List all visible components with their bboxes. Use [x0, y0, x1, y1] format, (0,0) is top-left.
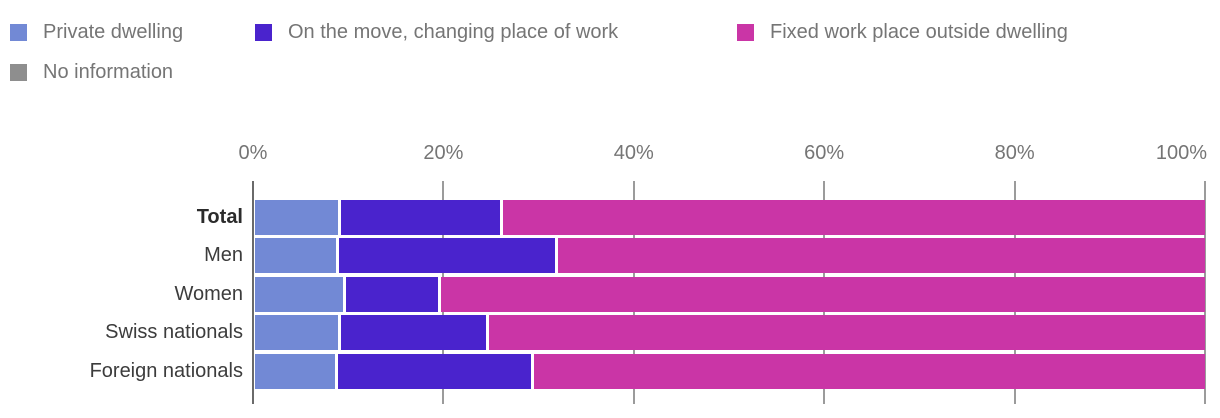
bar-segment-fixed-work-place-outside-dwelling — [441, 276, 1205, 312]
legend-swatch-on-the-move-icon — [255, 23, 272, 41]
legend-item-no-information: No information — [10, 59, 173, 85]
category-label-women: Women — [174, 282, 243, 305]
legend-label-fixed-work-place: Fixed work place outside dwelling — [770, 21, 1068, 43]
bar-row-men — [255, 238, 1205, 274]
bar-segment-on-the-move-changing-place-of-work — [341, 315, 489, 351]
bar-row-swiss-nationals — [255, 315, 1205, 351]
x-tick-label-0: 0% — [238, 142, 268, 164]
bar-segment-private-dwelling — [255, 200, 342, 235]
legend-label-no-information: No information — [43, 61, 174, 83]
legend-swatch-fixed-work-place-icon — [737, 23, 754, 41]
gridline — [1204, 181, 1206, 404]
category-label-swiss-nationals: Swiss nationals — [105, 321, 243, 344]
x-tick-label-60: 60% — [804, 142, 845, 164]
bar-segment-fixed-work-place-outside-dwelling — [502, 200, 1205, 235]
category-label-foreign-nationals: Foreign nationals — [89, 359, 243, 382]
bar-segment-on-the-move-changing-place-of-work — [337, 353, 535, 389]
bar-segment-fixed-work-place-outside-dwelling — [534, 353, 1205, 389]
bar-row-foreign-nationals — [255, 353, 1205, 389]
bar-segment-private-dwelling — [255, 315, 342, 351]
y-axis-line — [252, 181, 254, 404]
x-tick-label-20: 20% — [423, 142, 464, 164]
bar-segment-private-dwelling — [255, 353, 338, 389]
bar-segment-fixed-work-place-outside-dwelling — [488, 315, 1205, 351]
bar-segment-fixed-work-place-outside-dwelling — [558, 238, 1205, 274]
bar-row-total — [255, 200, 1205, 235]
bar-segment-on-the-move-changing-place-of-work — [338, 238, 559, 274]
legend-label-private-dwelling: Private dwelling — [43, 21, 184, 43]
bar-segment-private-dwelling — [255, 238, 339, 274]
legend-swatch-no-information-icon — [10, 63, 27, 81]
bar-segment-on-the-move-changing-place-of-work — [346, 276, 442, 312]
legend-swatch-private-dwelling-icon — [10, 23, 27, 41]
bar-row-women — [255, 276, 1205, 312]
legend-label-on-the-move: On the move, changing place of work — [288, 21, 619, 43]
x-tick-label-100: 100% — [1155, 142, 1207, 164]
bar-segment-private-dwelling — [255, 276, 347, 312]
category-label-men: Men — [204, 244, 243, 267]
legend-item-fixed-work-place: Fixed work place outside dwelling — [737, 19, 1068, 45]
category-label-total: Total — [196, 206, 243, 228]
x-tick-label-80: 80% — [994, 142, 1035, 164]
x-tick-label-40: 40% — [613, 142, 654, 164]
bar-segment-on-the-move-changing-place-of-work — [341, 200, 503, 235]
legend-item-on-the-move: On the move, changing place of work — [255, 19, 618, 45]
legend-item-private-dwelling: Private dwelling — [10, 19, 183, 45]
